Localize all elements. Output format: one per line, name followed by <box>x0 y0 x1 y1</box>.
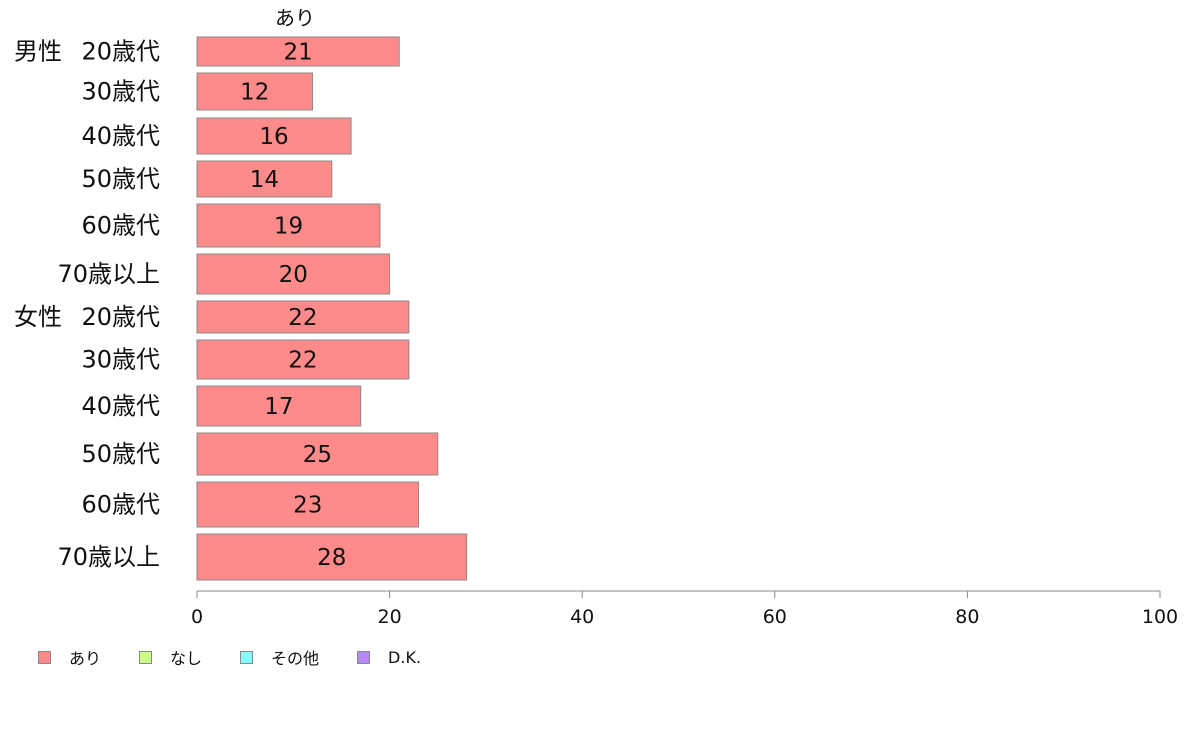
legend-swatch-ari <box>38 650 51 664</box>
legend-label-ari: あり <box>69 649 102 668</box>
legend-item-dk: D.K. <box>357 648 421 667</box>
category-label: 60歳代 <box>81 212 160 240</box>
bar <box>196 300 410 334</box>
category-label: 50歳代 <box>81 440 160 468</box>
category-label: 30歳代 <box>81 346 160 374</box>
data-label: 23 <box>293 493 322 519</box>
bar <box>196 72 314 111</box>
data-label: 12 <box>240 80 269 106</box>
category-label: 60歳代 <box>81 491 160 519</box>
data-label: 22 <box>288 348 317 374</box>
data-label: 21 <box>283 40 312 66</box>
x-tick-label: 20 <box>378 606 402 628</box>
bar <box>196 253 391 295</box>
category-label: 40歳代 <box>81 392 160 420</box>
data-label: 17 <box>264 394 293 420</box>
data-label: 28 <box>317 545 346 571</box>
legend: あり なし その他 D.K. <box>38 645 459 669</box>
bar <box>196 432 439 476</box>
data-label: 16 <box>259 124 288 150</box>
legend-swatch-nashi <box>139 650 153 664</box>
category-label: 70歳以上 <box>57 260 160 288</box>
category-label: 70歳以上 <box>57 543 160 571</box>
category-label: 20歳代 <box>81 38 160 66</box>
legend-item-nashi: なし <box>139 645 202 669</box>
bar <box>196 36 400 67</box>
bar <box>196 533 468 581</box>
x-tick-label: 100 <box>1142 606 1178 628</box>
data-label: 22 <box>288 305 317 331</box>
x-tick-label: 40 <box>570 606 594 628</box>
category-label: 20歳代 <box>81 303 160 331</box>
group-label: 男性 <box>14 38 62 66</box>
category-label: 30歳代 <box>81 78 160 106</box>
data-label: 25 <box>303 442 332 468</box>
x-tick-label: 80 <box>955 606 979 628</box>
bar <box>196 160 333 198</box>
category-label: 50歳代 <box>81 165 160 193</box>
legend-label-nashi: なし <box>170 649 203 668</box>
group-label: 女性 <box>14 303 62 331</box>
data-label: 19 <box>274 214 303 240</box>
bar <box>196 385 362 427</box>
series-title: あり <box>275 6 315 30</box>
x-tick-label: 0 <box>191 606 203 628</box>
bar-chart: あり2120歳代男性1230歳代1640歳代1450歳代1960歳代2070歳以… <box>14 6 1178 628</box>
legend-label-dk: D.K. <box>388 647 422 667</box>
legend-label-sonota: その他 <box>271 649 320 668</box>
bar <box>196 117 352 155</box>
bar <box>196 481 419 528</box>
legend-item-ari: あり <box>38 645 101 669</box>
category-label: 40歳代 <box>81 122 160 150</box>
bar <box>196 203 381 248</box>
legend-swatch-dk <box>357 650 371 664</box>
legend-swatch-sonota <box>240 650 254 664</box>
x-tick-label: 60 <box>763 606 787 628</box>
legend-item-sonota: その他 <box>240 645 319 669</box>
bar <box>196 339 410 380</box>
data-label: 14 <box>250 167 279 193</box>
data-label: 20 <box>279 262 308 288</box>
